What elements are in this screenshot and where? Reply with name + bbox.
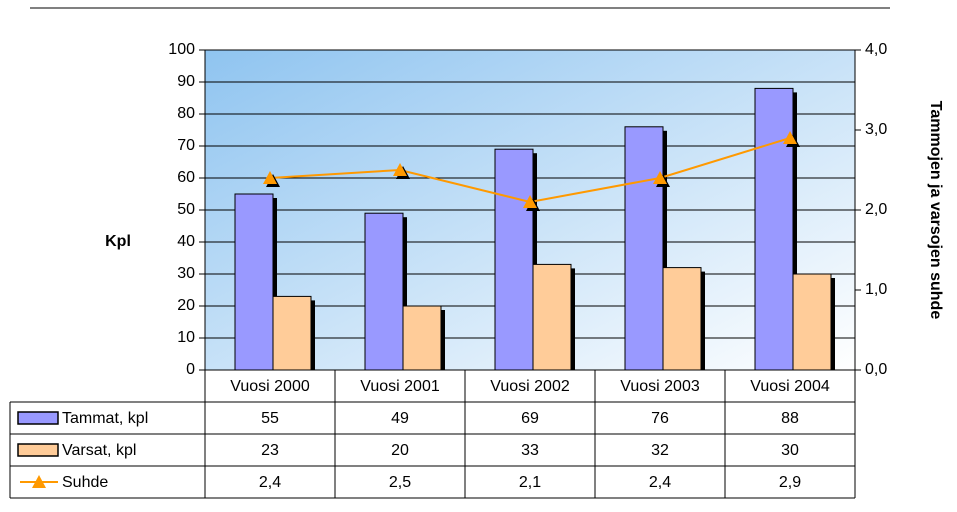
table-value: 88 xyxy=(781,410,799,427)
y2-tick-label: 4,0 xyxy=(865,41,887,58)
bar xyxy=(234,193,274,371)
y-tick-label: 40 xyxy=(177,233,195,250)
y-tick-label: 20 xyxy=(177,297,195,314)
marker xyxy=(263,171,277,184)
table-value: 2,5 xyxy=(389,474,411,491)
legend-key xyxy=(17,443,59,457)
table-value: 20 xyxy=(391,442,409,459)
y-tick-label: 50 xyxy=(177,201,195,218)
legend-label: Varsat, kpl xyxy=(62,442,136,459)
x-tick-label: Vuosi 2002 xyxy=(490,378,570,395)
y2-tick-label: 0,0 xyxy=(865,361,887,378)
y2-tick-label: 2,0 xyxy=(865,201,887,218)
x-tick-label: Vuosi 2000 xyxy=(230,378,310,395)
bar xyxy=(792,273,832,371)
table-value: 32 xyxy=(651,442,669,459)
table-value: 69 xyxy=(521,410,539,427)
marker xyxy=(783,131,797,144)
bar xyxy=(494,148,534,371)
legend-key xyxy=(17,411,59,425)
bar xyxy=(272,295,312,371)
table-value: 55 xyxy=(261,410,279,427)
legend-label: Suhde xyxy=(62,474,108,491)
x-tick-label: Vuosi 2001 xyxy=(360,378,440,395)
table-value: 2,4 xyxy=(259,474,281,491)
y-tick-label: 30 xyxy=(177,265,195,282)
table-value: 2,1 xyxy=(519,474,541,491)
y-axis-label: Kpl xyxy=(105,233,131,250)
y-tick-label: 100 xyxy=(168,41,195,58)
bar xyxy=(402,305,442,371)
table-value: 2,4 xyxy=(649,474,671,491)
legend-label: Tammat, kpl xyxy=(62,410,148,427)
y2-axis-label: Tammojen ja varsojen suhde xyxy=(927,101,944,320)
y2-tick-label: 1,0 xyxy=(865,281,887,298)
bar xyxy=(754,87,794,371)
y-tick-label: 90 xyxy=(177,73,195,90)
y-tick-label: 60 xyxy=(177,169,195,186)
bar xyxy=(624,126,664,371)
table-value: 30 xyxy=(781,442,799,459)
y-tick-label: 80 xyxy=(177,105,195,122)
legend-key xyxy=(32,475,46,488)
bar xyxy=(364,212,404,371)
y2-tick-label: 3,0 xyxy=(865,121,887,138)
table-value: 23 xyxy=(261,442,279,459)
table-value: 2,9 xyxy=(779,474,801,491)
bar xyxy=(662,267,702,371)
marker xyxy=(653,171,667,184)
table-value: 33 xyxy=(521,442,539,459)
bar xyxy=(532,263,572,371)
marker xyxy=(523,195,537,208)
y-tick-label: 0 xyxy=(186,361,195,378)
x-tick-label: Vuosi 2004 xyxy=(750,378,830,395)
table-value: 76 xyxy=(651,410,669,427)
y-tick-label: 10 xyxy=(177,329,195,346)
x-tick-label: Vuosi 2003 xyxy=(620,378,700,395)
table-value: 49 xyxy=(391,410,409,427)
y-tick-label: 70 xyxy=(177,137,195,154)
marker xyxy=(393,163,407,176)
